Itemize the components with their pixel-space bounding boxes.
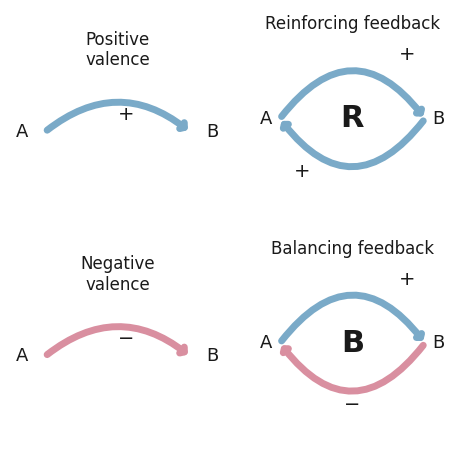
FancyArrowPatch shape	[282, 71, 421, 116]
Text: Balancing feedback: Balancing feedback	[271, 240, 434, 258]
Text: A: A	[260, 110, 273, 128]
Text: +: +	[399, 270, 415, 289]
Text: B: B	[207, 123, 219, 141]
Text: +: +	[294, 162, 311, 181]
FancyArrowPatch shape	[283, 121, 423, 167]
Text: Reinforcing feedback: Reinforcing feedback	[265, 15, 440, 33]
Text: R: R	[341, 104, 364, 133]
Text: −: −	[344, 395, 361, 414]
Text: +: +	[399, 45, 415, 64]
Text: B: B	[341, 328, 364, 357]
Text: Positive
valence: Positive valence	[85, 31, 150, 69]
Text: B: B	[432, 334, 445, 352]
FancyArrowPatch shape	[47, 102, 184, 130]
Text: −: −	[118, 329, 135, 348]
FancyArrowPatch shape	[47, 327, 184, 355]
Text: B: B	[207, 347, 219, 365]
Text: A: A	[16, 347, 28, 365]
Text: Negative
valence: Negative valence	[80, 255, 155, 294]
Text: B: B	[432, 110, 445, 128]
FancyArrowPatch shape	[282, 295, 421, 341]
Text: A: A	[16, 123, 28, 141]
Text: +: +	[118, 105, 135, 124]
Text: A: A	[260, 334, 273, 352]
FancyArrowPatch shape	[283, 345, 423, 391]
